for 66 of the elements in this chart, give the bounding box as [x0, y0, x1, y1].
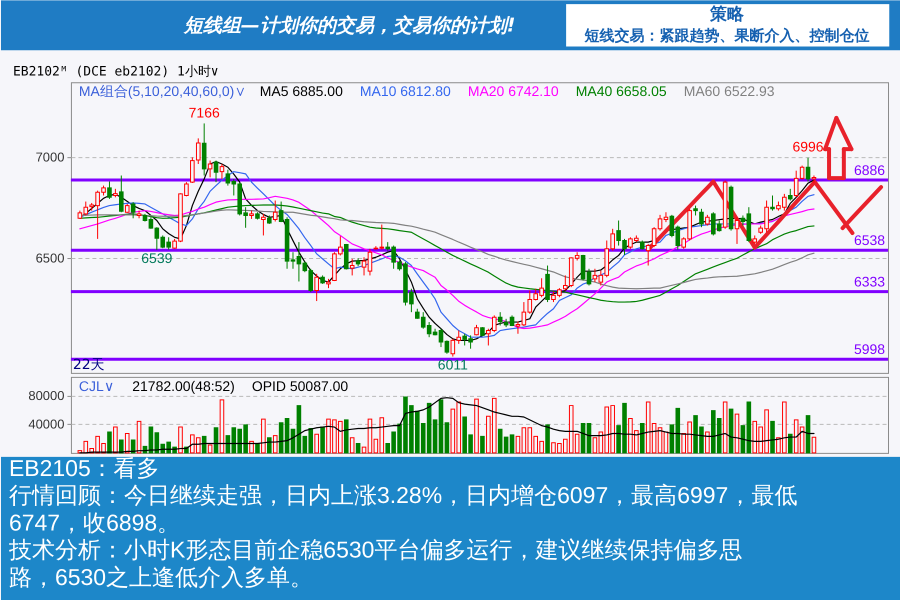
- bar: [320, 426, 325, 454]
- line-series: [79, 397, 815, 454]
- candlestick: [261, 213, 266, 236]
- annotation: 22天: [72, 356, 105, 373]
- text: 技术分析：小时K形态目前企稳6530平台偏多运行，建议继续保持偏多思路，6530之上逢低介入多单。: [8, 536, 742, 590]
- bar: [202, 436, 206, 454]
- candlestick: [699, 208, 704, 228]
- legend-title: MA组合(5,10,20,40,60,0)∨: [78, 83, 246, 100]
- bar: [545, 424, 550, 454]
- chart-title: EB2102ᴹ (DCE eb2102) 1小时∨: [12, 64, 219, 80]
- candlestick: [326, 278, 331, 289]
- text: 短线交易：紧跟趋势、果断介入、控制仓位: [584, 26, 870, 44]
- text: MA60 6522.93: [684, 83, 775, 100]
- bar: [255, 443, 260, 454]
- annotation: 7166: [188, 104, 220, 120]
- bar: [480, 436, 485, 454]
- text: MA5 6885.00: [260, 83, 344, 100]
- bar: [770, 420, 775, 454]
- annotation: 6996: [792, 138, 824, 155]
- bar: [214, 427, 218, 454]
- annotation: 21782.00(48:52): [132, 378, 235, 394]
- candlestick: [208, 160, 212, 178]
- candlestick: [788, 188, 793, 202]
- bar: [344, 419, 349, 454]
- legend-title: CJL∨: [78, 378, 114, 394]
- y-tick-label: 7000: [36, 149, 64, 164]
- y-tick-label: 80000: [28, 388, 64, 404]
- text: EB2105：看多: [8, 454, 160, 481]
- candlestick: [806, 157, 810, 182]
- text: OPID 50087.00: [252, 378, 348, 394]
- candlestick: [214, 160, 218, 183]
- text: 策略: [709, 4, 746, 24]
- line-series: [79, 196, 815, 330]
- candlestick: [693, 205, 698, 216]
- y-tick-label: 6500: [36, 250, 64, 266]
- candlestick: [474, 324, 479, 336]
- text: 短线组—计划你的交易，交易你的计划!: [182, 14, 516, 36]
- candlestick: [272, 200, 278, 222]
- candlestick: [770, 194, 775, 212]
- bar: [267, 437, 272, 454]
- bar: [806, 415, 810, 454]
- annotation: 6011: [438, 356, 468, 373]
- bar: [356, 443, 360, 454]
- text: MA20 6742.10: [468, 83, 559, 100]
- bar: [107, 432, 112, 454]
- ref-line-label: 6333: [854, 274, 886, 290]
- candlestick: [350, 258, 354, 276]
- annotation: 6539: [141, 250, 173, 266]
- candlestick: [220, 163, 224, 180]
- candlestick: [119, 175, 124, 213]
- bar: [728, 408, 734, 454]
- bar: [640, 422, 645, 454]
- ref-line-label: 6886: [854, 162, 886, 178]
- candlestick: [705, 214, 710, 226]
- text: MA40 6658.05: [576, 83, 667, 100]
- ref-line-label: 6538: [854, 232, 886, 248]
- text: MA10 6812.80: [360, 83, 451, 100]
- bar: [119, 439, 124, 454]
- candlestick: [314, 273, 319, 302]
- bar: [788, 434, 793, 454]
- candlestick: [734, 216, 740, 244]
- text: 行情回顾：今日继续走强，日内上涨3.28%，日内增仓6097，最高6997，最低6747，收6898。: [8, 482, 798, 536]
- y-tick-label: 40000: [28, 416, 64, 432]
- ref-line-label: 5998: [854, 341, 886, 358]
- bar: [130, 439, 136, 454]
- candlestick: [107, 181, 112, 200]
